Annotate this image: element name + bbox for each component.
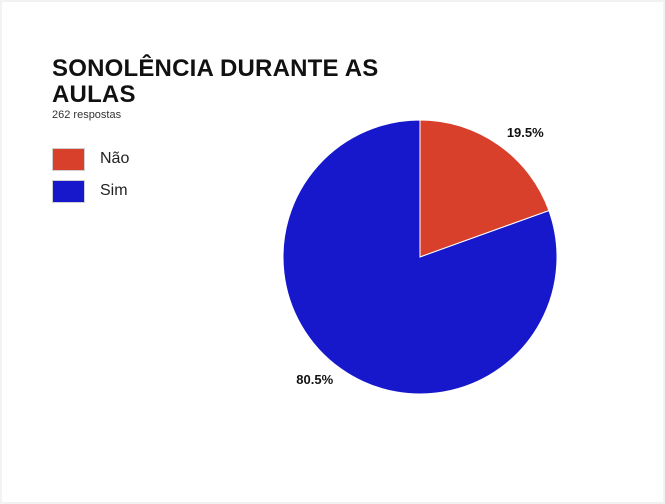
pie-slice-sim xyxy=(282,119,558,395)
legend-label-sim: Sim xyxy=(100,182,128,199)
chart-legend: Não Sim xyxy=(52,147,129,211)
legend-swatch-sim xyxy=(52,179,85,203)
legend-item-nao: Não xyxy=(52,147,129,171)
pie-slice-nao xyxy=(419,119,550,258)
legend-item-sim: Sim xyxy=(52,179,129,203)
chart-subtitle: 262 respostas xyxy=(52,109,122,121)
pie-label-nao: 19.5% xyxy=(507,125,544,140)
chart-title: SONOLÊNCIA DURANTE AS AULAS xyxy=(52,55,379,108)
pie-label-sim: 80.5% xyxy=(296,372,333,387)
legend-label-nao: Não xyxy=(100,150,130,167)
legend-swatch-nao xyxy=(52,147,85,171)
